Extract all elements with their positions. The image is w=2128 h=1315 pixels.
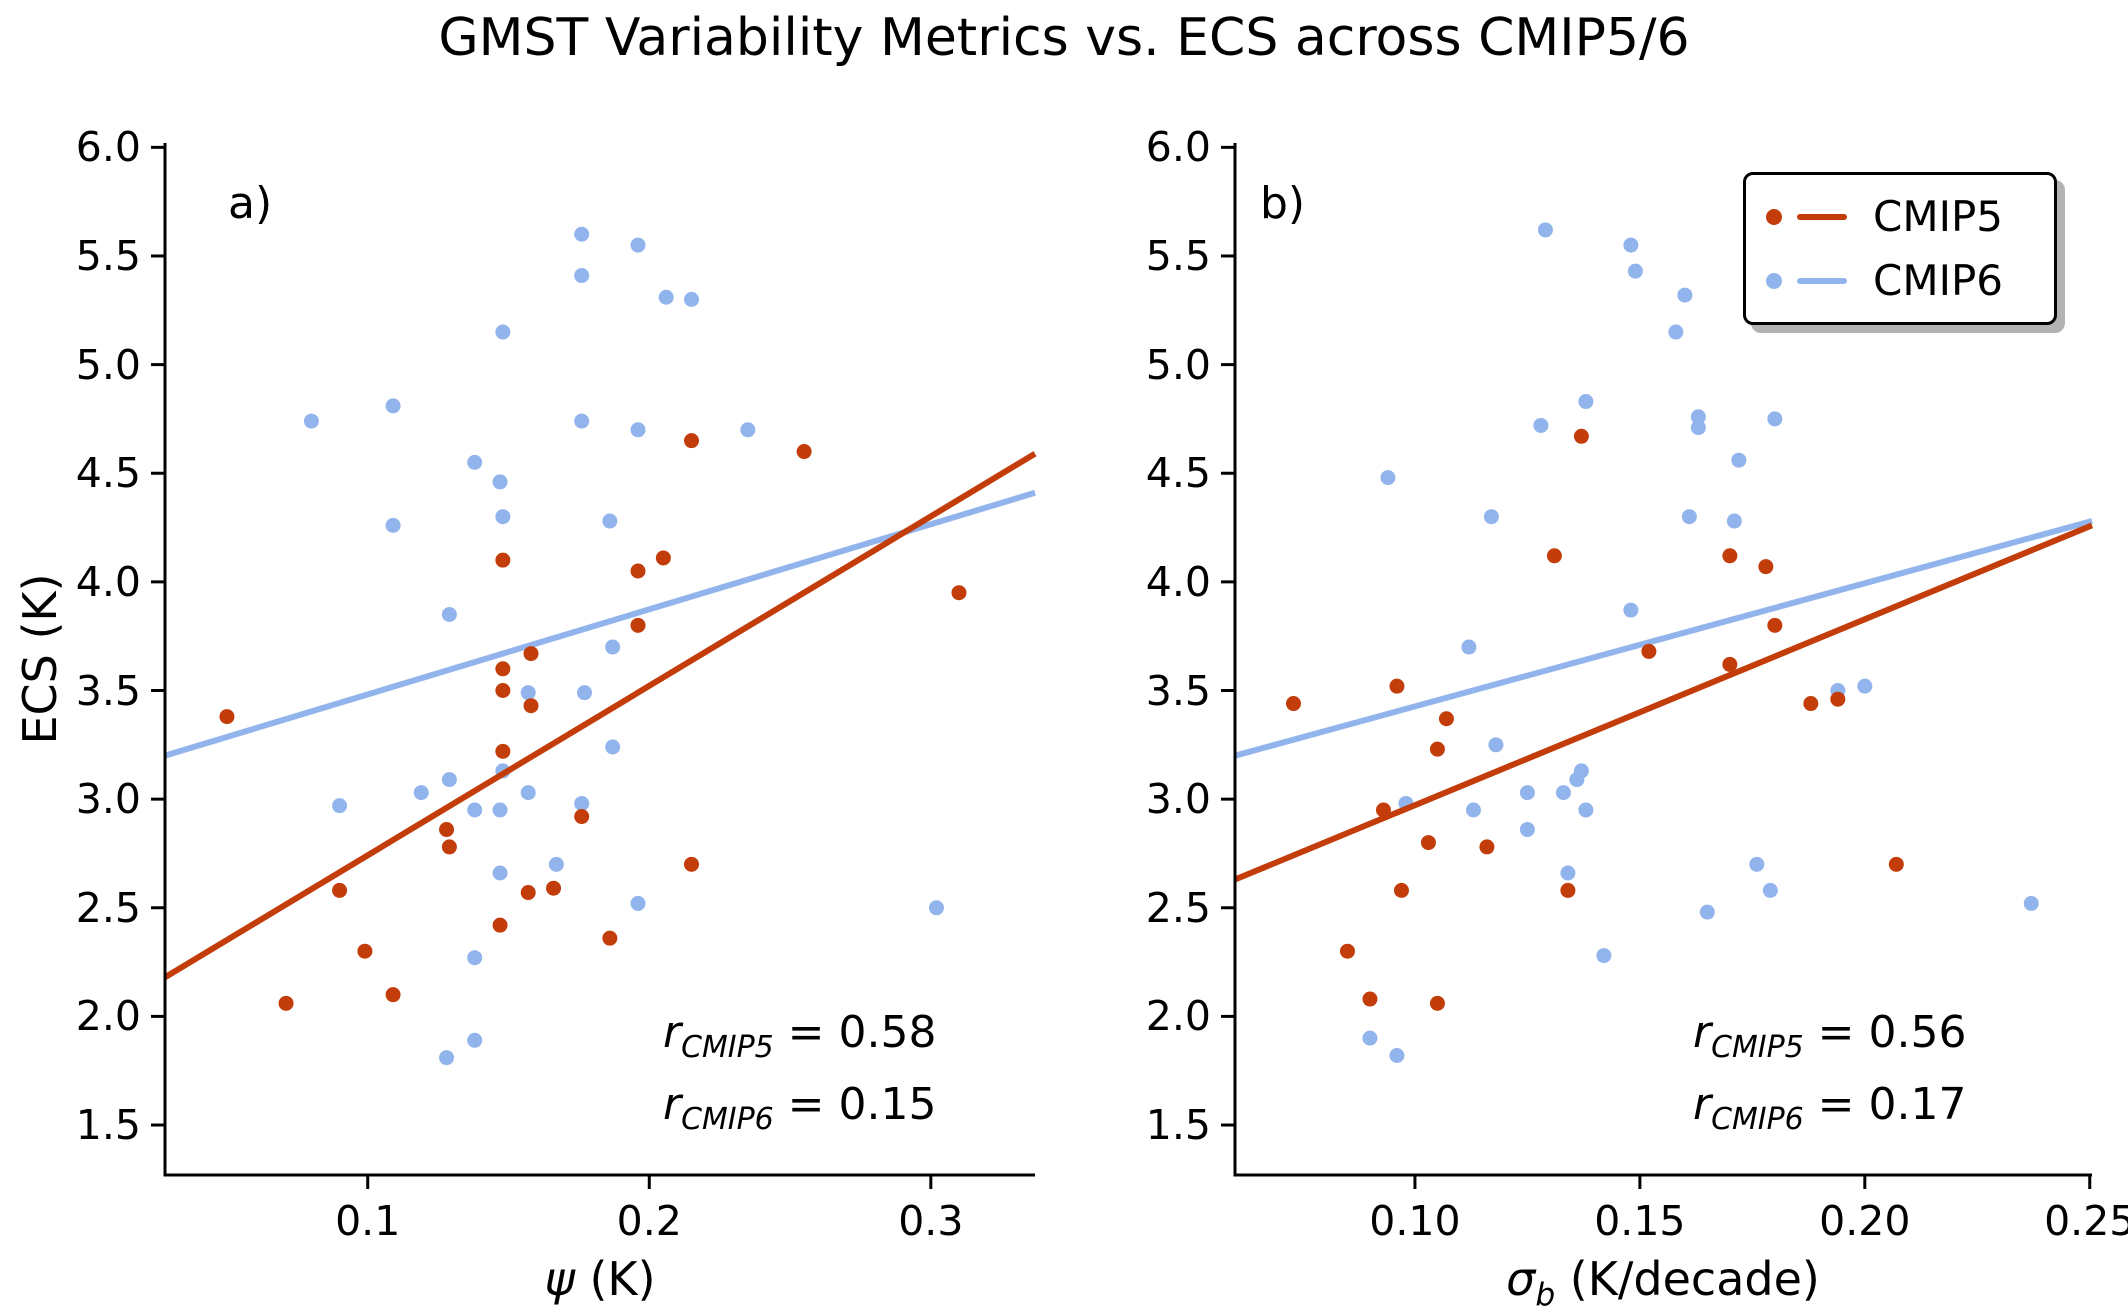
y-tick-label: 2.0	[75, 992, 141, 1041]
x-axis-label-psi: ψ (K)	[544, 1252, 655, 1313]
r-subscript: CMIP5	[1711, 1029, 1804, 1065]
y-tick-label: 4.5	[1145, 449, 1211, 498]
y-tick-label: 2.5	[75, 883, 141, 932]
y-tick-label: 1.5	[1145, 1101, 1211, 1150]
figure-title: GMST Variability Metrics vs. ECS across …	[438, 8, 1690, 68]
cmip6-trendline	[1234, 518, 2093, 759]
r-subscript: CMIP6	[681, 1101, 774, 1137]
r-cmip5-line: rCMIP5 = 0.56	[1693, 1004, 1966, 1076]
correlation-annotation-b: rCMIP5 = 0.56 rCMIP6 = 0.17	[1693, 1004, 1966, 1148]
r-value: = 0.56	[1803, 1007, 1967, 1058]
cmip6-line-marker-icon	[1797, 277, 1847, 284]
r-subscript: CMIP6	[1711, 1101, 1804, 1137]
r-cmip6-line: rCMIP6 = 0.17	[1693, 1076, 1966, 1148]
x-tick-label: 0.10	[1369, 1197, 1461, 1245]
y-tick-label: 5.5	[1145, 231, 1211, 280]
y-tick-label: 5.0	[1145, 340, 1211, 389]
psi-units: (K)	[574, 1252, 656, 1306]
r-symbol: r	[1693, 1078, 1712, 1130]
cmip6-dot-marker-icon	[1766, 272, 1782, 289]
sigma-symbol: σ	[1506, 1252, 1536, 1306]
r-cmip5-line: rCMIP5 = 0.58	[663, 1004, 936, 1076]
panel-letter-a: a)	[228, 178, 273, 229]
y-tick-label: 1.5	[75, 1101, 141, 1150]
correlation-annotation-a: rCMIP5 = 0.58 rCMIP6 = 0.15	[663, 1004, 936, 1148]
cmip6-trendline	[164, 489, 1036, 759]
cmip5-line-marker-icon	[1797, 213, 1847, 220]
r-symbol: r	[1693, 1007, 1712, 1058]
y-tick-label: 3.5	[1145, 666, 1211, 715]
x-tick-label: 0.1	[335, 1197, 401, 1245]
y-tick-label: 3.0	[75, 775, 141, 824]
x-tick-label: 0.15	[1594, 1197, 1686, 1245]
r-subscript: CMIP5	[681, 1029, 774, 1065]
y-tick-label: 5.0	[75, 340, 141, 389]
x-tick-label: 0.20	[1819, 1197, 1911, 1245]
x-tick-label: 0.2	[616, 1197, 682, 1245]
panel-b-plot	[1221, 143, 2094, 1189]
cmip5-trendline	[163, 451, 1037, 980]
legend-label-cmip6: CMIP6	[1873, 256, 2003, 305]
r-symbol: r	[663, 1078, 682, 1130]
panel-a-plot	[151, 143, 1037, 1189]
cmip5-points	[1285, 428, 1904, 1011]
panel-letter-b: b)	[1260, 178, 1306, 229]
r-value: = 0.58	[773, 1007, 937, 1058]
y-tick-label: 5.5	[75, 231, 141, 280]
legend-item-cmip5: CMIP5	[1746, 185, 2054, 249]
x-tick-label: 0.25	[2044, 1197, 2128, 1245]
cmip6-points	[303, 226, 944, 1066]
x-tick-label: 0.3	[898, 1197, 964, 1245]
y-tick-label: 4.0	[75, 557, 141, 606]
cmip5-trendline	[1233, 522, 2094, 883]
y-tick-label: 3.5	[75, 666, 141, 715]
y-tick-label: 4.0	[1145, 557, 1211, 606]
y-tick-label: 4.5	[75, 449, 141, 498]
legend: CMIP5 CMIP6	[1743, 172, 2057, 325]
cmip5-points	[219, 433, 967, 1011]
cmip6-points	[1362, 222, 2039, 1064]
sigma-units: (K/decade)	[1555, 1252, 1820, 1306]
r-cmip6-line: rCMIP6 = 0.15	[663, 1076, 936, 1148]
r-value: = 0.15	[773, 1078, 937, 1130]
legend-item-cmip6: CMIP6	[1746, 249, 2054, 313]
y-tick-label: 3.0	[1145, 775, 1211, 824]
x-axis-label-sigma: σb (K/decade)	[1506, 1252, 1820, 1313]
r-value: = 0.17	[1803, 1078, 1967, 1130]
y-tick-label: 2.5	[1145, 883, 1211, 932]
y-tick-label: 6.0	[1145, 123, 1211, 172]
sigma-subscript: b	[1535, 1277, 1556, 1314]
y-tick-label: 6.0	[75, 123, 141, 172]
y-tick-label: 2.0	[1145, 992, 1211, 1041]
r-symbol: r	[663, 1007, 682, 1058]
legend-label-cmip5: CMIP5	[1873, 192, 2003, 241]
psi-symbol: ψ	[544, 1252, 575, 1306]
cmip5-dot-marker-icon	[1766, 208, 1782, 225]
